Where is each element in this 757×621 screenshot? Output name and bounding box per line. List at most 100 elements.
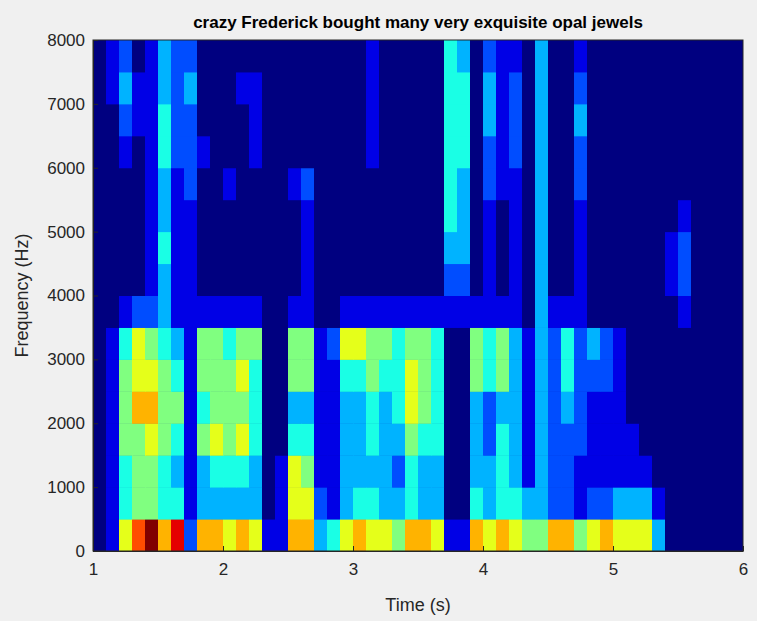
cell (509, 423, 523, 455)
cell (106, 455, 120, 487)
cell (249, 296, 263, 328)
cell (522, 168, 536, 200)
cell (236, 296, 250, 328)
cell (158, 136, 172, 168)
cell (405, 423, 419, 455)
cell (288, 296, 302, 328)
cell (730, 391, 743, 423)
cell (704, 168, 718, 200)
cell (704, 40, 718, 72)
cell (197, 40, 211, 72)
cell (145, 359, 159, 391)
cell (223, 296, 237, 328)
cell (210, 391, 224, 423)
cell (691, 136, 705, 168)
cell (626, 72, 640, 104)
cell (249, 264, 263, 296)
cell (145, 168, 159, 200)
cell (301, 264, 315, 296)
cell (366, 296, 380, 328)
cell (457, 40, 471, 72)
cell (353, 136, 367, 168)
cell (366, 168, 380, 200)
cell (132, 359, 146, 391)
cell (418, 40, 432, 72)
cell (457, 391, 471, 423)
cell (483, 264, 497, 296)
cell (340, 455, 354, 487)
cell (158, 168, 172, 200)
cell (197, 296, 211, 328)
cell (496, 391, 510, 423)
cell (496, 104, 510, 136)
cell (626, 168, 640, 200)
cell (366, 232, 380, 264)
cell (535, 391, 549, 423)
x-axis-title: Time (s) (385, 595, 450, 615)
y-tick-mark (93, 40, 98, 41)
cell (314, 72, 328, 104)
cell (613, 487, 627, 519)
cell (93, 423, 107, 455)
cell (730, 264, 743, 296)
cell (327, 168, 341, 200)
cell (288, 200, 302, 232)
cell (431, 327, 445, 359)
cell (132, 72, 146, 104)
cell (392, 359, 406, 391)
cell (353, 168, 367, 200)
cell (470, 327, 484, 359)
x-tick-label: 4 (479, 560, 488, 579)
cell (548, 104, 562, 136)
cell (522, 200, 536, 232)
cell (353, 423, 367, 455)
cell (457, 168, 471, 200)
cell (353, 232, 367, 264)
cell (301, 40, 315, 72)
cell (418, 519, 432, 551)
cell (470, 232, 484, 264)
cell (314, 519, 328, 551)
cell (93, 519, 107, 551)
cell (353, 455, 367, 487)
cell (158, 391, 172, 423)
cell (93, 264, 107, 296)
cell (353, 40, 367, 72)
cell (535, 487, 549, 519)
cell (184, 296, 198, 328)
cell (210, 72, 224, 104)
cell (665, 136, 679, 168)
cell (249, 519, 263, 551)
cell (210, 168, 224, 200)
cell (574, 359, 588, 391)
cell (119, 296, 133, 328)
cell (145, 40, 159, 72)
cell (691, 519, 705, 551)
cell (665, 200, 679, 232)
cell (470, 200, 484, 232)
cell (275, 455, 289, 487)
cell (249, 104, 263, 136)
cell (535, 72, 549, 104)
cell (548, 40, 562, 72)
cell (600, 72, 614, 104)
cell (353, 200, 367, 232)
y-tick-label: 3000 (47, 350, 85, 369)
cell (587, 168, 601, 200)
cell (158, 72, 172, 104)
cell (691, 455, 705, 487)
cell (405, 359, 419, 391)
cell (704, 391, 718, 423)
cell (561, 40, 575, 72)
title: crazy Frederick bought many very exquisi… (193, 13, 643, 32)
cell (236, 519, 250, 551)
cell (496, 487, 510, 519)
cell (405, 104, 419, 136)
cell (158, 327, 172, 359)
y-tick-mark (93, 296, 98, 297)
cell (119, 264, 133, 296)
y-tick: 8000 (47, 31, 98, 50)
cell (145, 296, 159, 328)
cell (548, 72, 562, 104)
cell (535, 232, 549, 264)
